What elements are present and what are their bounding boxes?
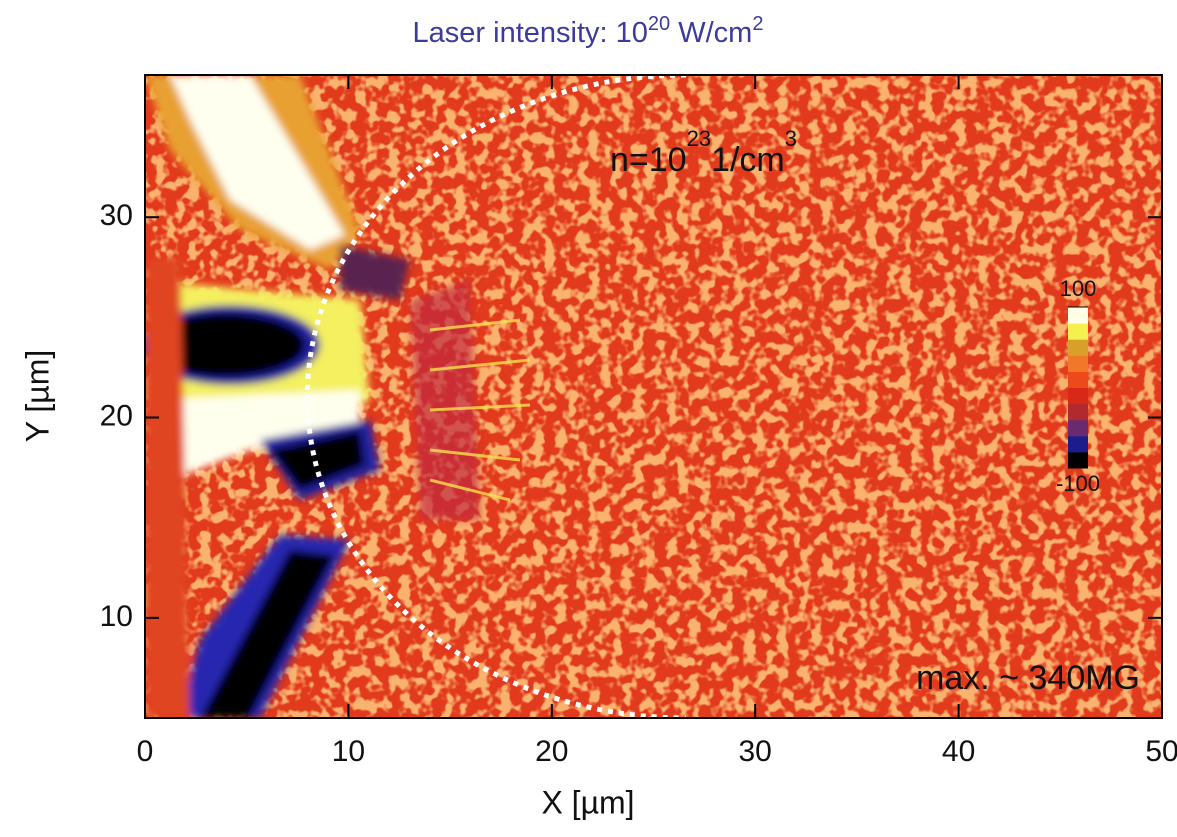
annotation-part: n=10 xyxy=(610,141,687,179)
colorbar-segment xyxy=(1068,371,1088,388)
x-tick-label: 40 xyxy=(942,735,975,768)
colorbar-segment xyxy=(1068,307,1088,324)
max-annotation: max. ~ 340MG xyxy=(916,659,1140,697)
colorbar-segment xyxy=(1068,339,1088,356)
field-filaments xyxy=(429,318,531,502)
colorbar-segment xyxy=(1068,403,1088,421)
y-tick-label: 10 xyxy=(100,600,133,633)
colorbar-segment xyxy=(1068,419,1088,437)
title-part: W/cm xyxy=(670,17,752,49)
annotation-sup: 3 xyxy=(785,126,797,151)
colorbar-segment xyxy=(1068,451,1088,469)
x-tick-label: 20 xyxy=(535,735,568,768)
annotation-sup: 23 xyxy=(687,126,711,151)
plot-frame xyxy=(144,74,1163,719)
chart-title: Laser intensity: 1020 W/cm2 xyxy=(413,13,764,48)
colorbar-tick-label: 100 xyxy=(1060,276,1097,301)
x-axis-label: X [µm] xyxy=(541,784,634,820)
colorbar-tick-label: -100 xyxy=(1056,471,1100,496)
colorbar-segment xyxy=(1068,355,1088,372)
x-tick-label: 0 xyxy=(137,735,154,768)
y-tick-label: 30 xyxy=(100,199,133,232)
field-map xyxy=(145,75,1162,718)
colorbar-segment xyxy=(1068,387,1088,405)
field-features xyxy=(145,75,480,718)
annotation-part: 1/cm xyxy=(711,141,785,179)
title-sup: 2 xyxy=(752,13,763,35)
title-sup: 20 xyxy=(648,13,670,35)
x-tick-label: 10 xyxy=(332,735,365,768)
x-tick-label: 30 xyxy=(739,735,772,768)
density-annotation: n=10231/cm3 xyxy=(610,126,797,179)
colorbar-segment xyxy=(1068,435,1088,453)
y-tick-label: 20 xyxy=(100,399,133,432)
y-axis-label: Y [µm] xyxy=(19,350,55,443)
boundary-arc xyxy=(304,75,687,718)
x-tick-label: 50 xyxy=(1145,735,1177,768)
title-part: Laser intensity: 10 xyxy=(413,17,648,49)
colorbar-segment xyxy=(1068,323,1088,340)
